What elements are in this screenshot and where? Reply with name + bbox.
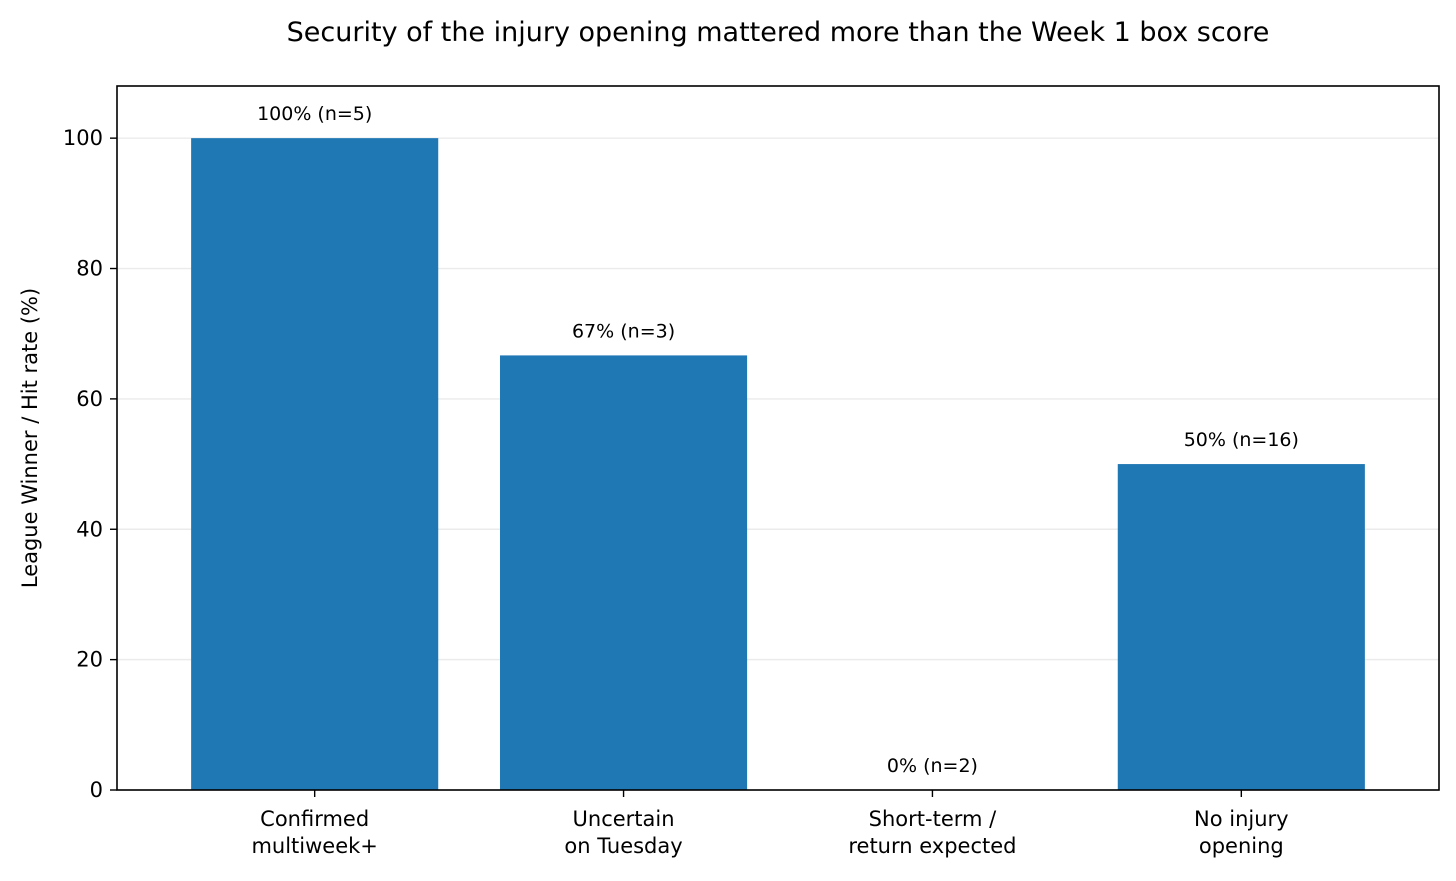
x-tick-label: return expected	[848, 834, 1016, 858]
y-tick-label: 0	[90, 778, 103, 802]
x-tick-label: multiweek+	[251, 834, 377, 858]
y-tick-label: 80	[76, 257, 103, 281]
data-labels: 100% (n=5) 67% (n=3) 0% (n=2) 50% (n=16)	[257, 103, 1299, 777]
chart-title: Security of the injury opening mattered …	[287, 17, 1270, 48]
x-axis-ticks: Confirmed multiweek+ Uncertain on Tuesday Sh…	[251, 790, 1289, 858]
bar-data-label: 67% (n=3)	[572, 320, 675, 342]
x-tick-label: Uncertain	[573, 807, 675, 831]
x-tick-label: opening	[1199, 834, 1284, 858]
y-tick-label: 40	[76, 517, 103, 541]
bar	[500, 355, 748, 790]
bar-data-label: 0% (n=2)	[887, 755, 978, 777]
x-tick-label: No injury	[1194, 807, 1289, 831]
y-tick-label: 60	[76, 387, 103, 411]
bars	[191, 138, 1365, 791]
bar-data-label: 100% (n=5)	[257, 103, 372, 125]
x-tick-label: Confirmed	[260, 807, 369, 831]
y-tick-label: 20	[76, 648, 103, 672]
y-axis-ticks: 0 20 40 60 80 100	[63, 126, 117, 802]
bar-data-label: 50% (n=16)	[1184, 429, 1299, 451]
y-tick-label: 100	[63, 126, 103, 150]
x-tick-label: Short-term /	[869, 807, 997, 831]
x-tick-label: on Tuesday	[564, 834, 682, 858]
plot-frame	[116, 85, 1440, 791]
y-axis-label: League Winner / Hit rate (%)	[18, 288, 42, 588]
bar	[1117, 464, 1365, 790]
bar	[191, 138, 439, 791]
